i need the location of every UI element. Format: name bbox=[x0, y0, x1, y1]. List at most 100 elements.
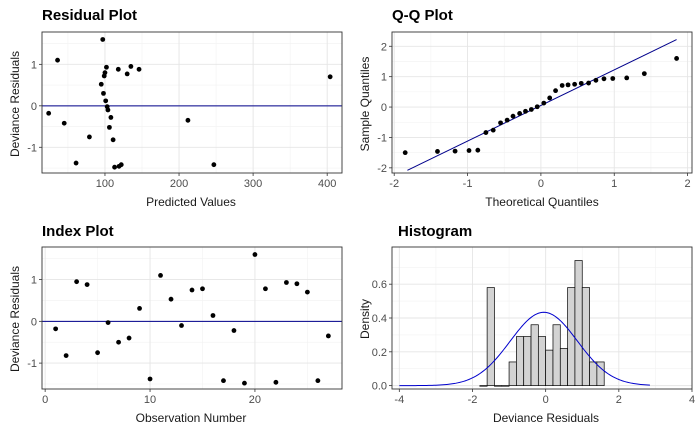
data-point bbox=[46, 110, 52, 116]
data-point bbox=[304, 289, 310, 295]
data-point bbox=[104, 64, 109, 70]
data-point bbox=[107, 124, 112, 130]
residual-plot-xlabel: Predicted Values bbox=[146, 195, 236, 209]
y-tick-label: -1 bbox=[27, 358, 37, 370]
data-point bbox=[435, 149, 440, 154]
data-point bbox=[84, 282, 90, 287]
y-tick-label: 0 bbox=[31, 316, 37, 328]
panel-border bbox=[391, 246, 693, 390]
histogram-bar bbox=[516, 336, 525, 386]
data-point bbox=[641, 71, 647, 77]
data-point bbox=[200, 286, 205, 292]
data-point bbox=[294, 281, 300, 287]
histogram-ylabel: Density bbox=[358, 299, 372, 339]
data-point bbox=[475, 147, 481, 153]
histogram-bar bbox=[530, 324, 539, 386]
panel-border bbox=[41, 246, 343, 390]
data-point bbox=[63, 353, 69, 358]
data-point bbox=[263, 286, 268, 292]
data-point bbox=[100, 37, 106, 42]
data-point bbox=[179, 323, 184, 328]
data-point bbox=[565, 82, 571, 88]
x-tick-label: 300 bbox=[244, 178, 262, 190]
data-point bbox=[325, 333, 331, 339]
data-point bbox=[601, 76, 607, 82]
data-point bbox=[110, 137, 116, 143]
histogram-bar bbox=[552, 324, 561, 386]
histogram-bar bbox=[523, 336, 532, 386]
data-point bbox=[483, 130, 489, 135]
qq-plot-ylabel: Sample Quantiles bbox=[358, 57, 372, 152]
data-point bbox=[53, 326, 59, 332]
y-tick-label: 0.4 bbox=[372, 313, 387, 325]
x-tick-label: 1 bbox=[611, 178, 617, 190]
data-point bbox=[158, 273, 163, 278]
data-point bbox=[137, 305, 142, 311]
data-point bbox=[586, 80, 591, 86]
data-point bbox=[74, 279, 80, 285]
data-point bbox=[116, 339, 121, 345]
x-tick-label: 0 bbox=[543, 394, 549, 406]
y-tick-label: 1 bbox=[381, 72, 387, 84]
y-tick-label: 1 bbox=[31, 275, 37, 287]
data-point bbox=[547, 95, 553, 101]
x-tick-label: -4 bbox=[394, 394, 404, 406]
histogram-bar bbox=[479, 385, 488, 387]
histogram-bar bbox=[559, 348, 568, 386]
data-point bbox=[559, 83, 565, 88]
x-tick-label: 100 bbox=[96, 178, 114, 190]
data-point bbox=[126, 335, 132, 341]
x-tick-label: -2 bbox=[389, 178, 399, 190]
data-point bbox=[108, 115, 114, 120]
data-point bbox=[541, 100, 547, 106]
histogram-bar bbox=[589, 361, 598, 386]
data-point bbox=[517, 111, 523, 116]
data-point bbox=[553, 88, 558, 94]
x-tick-label: 400 bbox=[318, 178, 336, 190]
data-point bbox=[452, 148, 458, 154]
data-point bbox=[103, 98, 109, 104]
histogram-xlabel: Deviance Residuals bbox=[493, 411, 599, 425]
data-point bbox=[284, 280, 289, 285]
y-tick-label: 0 bbox=[31, 101, 37, 113]
panel-residual-plot: Residual Plot Predicted Values Deviance … bbox=[8, 7, 343, 209]
data-point bbox=[221, 378, 226, 384]
data-point bbox=[504, 117, 510, 123]
data-point bbox=[102, 70, 108, 76]
data-point bbox=[124, 71, 130, 77]
data-point bbox=[534, 104, 540, 110]
index-plot-ylabel: Deviance Residuals bbox=[8, 266, 22, 372]
data-point bbox=[242, 380, 247, 386]
data-point bbox=[610, 76, 616, 81]
panel-histogram: Histogram Deviance Residuals Density -4 -… bbox=[358, 223, 695, 425]
data-point bbox=[105, 107, 111, 113]
histogram-bar bbox=[596, 361, 605, 386]
histogram-bar bbox=[537, 336, 547, 386]
data-point bbox=[402, 150, 408, 156]
histogram-bar bbox=[486, 287, 495, 386]
data-point bbox=[95, 350, 100, 356]
data-point bbox=[105, 320, 111, 325]
histogram-bar bbox=[494, 385, 503, 387]
data-point bbox=[210, 313, 216, 318]
qq-plot-title: Q-Q Plot bbox=[392, 7, 453, 24]
panel-border bbox=[41, 31, 343, 174]
data-point bbox=[189, 287, 195, 293]
x-tick-label: 2 bbox=[616, 394, 622, 406]
data-point bbox=[490, 127, 496, 133]
density-curve bbox=[399, 311, 650, 387]
qq-reference-line bbox=[407, 39, 677, 171]
y-tick-label: 0.2 bbox=[372, 347, 387, 359]
x-tick-label: -2 bbox=[468, 394, 478, 406]
data-point bbox=[128, 64, 134, 69]
residual-plot-title: Residual Plot bbox=[42, 7, 137, 24]
data-point bbox=[136, 66, 142, 72]
index-plot-xlabel: Observation Number bbox=[136, 411, 247, 425]
histogram-bar bbox=[574, 260, 583, 386]
qq-plot-xlabel: Theoretical Quantiles bbox=[485, 195, 598, 209]
data-point bbox=[523, 108, 528, 114]
x-tick-label: 0 bbox=[538, 178, 544, 190]
data-point bbox=[273, 379, 279, 385]
data-point bbox=[466, 148, 472, 153]
